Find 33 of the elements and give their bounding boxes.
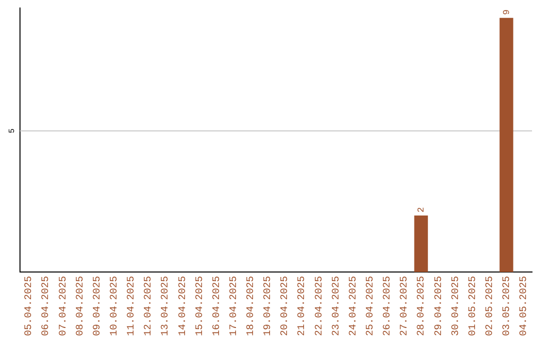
x-tick-label: 09.04.2025 bbox=[92, 276, 104, 336]
x-tick-label: 12.04.2025 bbox=[144, 276, 155, 336]
x-tick-label: 25.04.2025 bbox=[366, 276, 377, 336]
x-tick-label: 26.04.2025 bbox=[382, 276, 394, 336]
x-tick-label: 24.04.2025 bbox=[348, 276, 360, 336]
x-tick-label: 19.04.2025 bbox=[263, 276, 274, 336]
x-tick-label: 03.05.2025 bbox=[502, 276, 514, 336]
x-tick-label: 20.04.2025 bbox=[280, 276, 292, 336]
x-tick-label: 18.04.2025 bbox=[246, 276, 258, 336]
x-tick-label: 11.04.2025 bbox=[126, 276, 138, 336]
x-tick-label: 16.04.2025 bbox=[212, 276, 223, 336]
x-tick-label: 21.04.2025 bbox=[297, 276, 308, 336]
x-tick-label: 02.05.2025 bbox=[484, 276, 496, 336]
x-tick-label: 13.04.2025 bbox=[160, 276, 172, 336]
x-tick-label: 14.04.2025 bbox=[178, 276, 189, 336]
x-tick-label: 05.04.2025 bbox=[24, 276, 36, 336]
ref-line-label: 5 bbox=[8, 128, 18, 134]
x-tick-label: 04.05.2025 bbox=[519, 276, 530, 336]
x-tick-label: 23.04.2025 bbox=[331, 276, 342, 336]
x-tick-label: 22.04.2025 bbox=[314, 276, 326, 336]
x-tick-label: 07.04.2025 bbox=[58, 276, 70, 336]
x-tick-label: 29.04.2025 bbox=[434, 276, 445, 336]
data-label: 9 bbox=[502, 9, 512, 15]
data-label: 2 bbox=[416, 207, 426, 213]
x-tick-label: 17.04.2025 bbox=[228, 276, 240, 336]
x-tick-label: 27.04.2025 bbox=[400, 276, 411, 336]
x-tick-label: 06.04.2025 bbox=[41, 276, 52, 336]
x-tick-label: 01.05.2025 bbox=[468, 276, 479, 336]
x-tick-label: 28.04.2025 bbox=[416, 276, 428, 336]
x-tick-label: 10.04.2025 bbox=[110, 276, 121, 336]
x-tick-label: 15.04.2025 bbox=[194, 276, 206, 336]
x-tick-label: 30.04.2025 bbox=[450, 276, 462, 336]
x-tick-label: 08.04.2025 bbox=[75, 276, 86, 336]
